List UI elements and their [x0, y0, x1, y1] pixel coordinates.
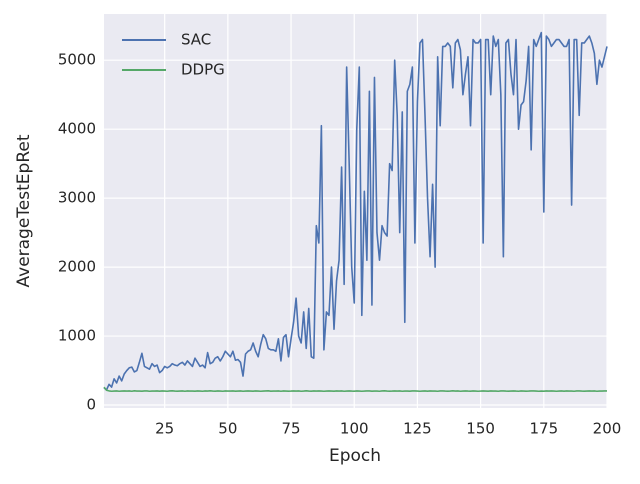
y-tick-label: 2000 — [58, 258, 96, 276]
x-tick-label: 175 — [529, 420, 558, 438]
x-axis-label: Epoch — [329, 446, 381, 466]
y-tick-label: 1000 — [58, 327, 96, 345]
y-tick-label: 3000 — [58, 189, 96, 207]
x-tick-label: 25 — [155, 420, 174, 438]
y-tick-label: 0 — [86, 396, 96, 414]
line — [103, 31, 608, 391]
x-tick-label: 100 — [340, 420, 369, 438]
y-tick-label: 4000 — [58, 120, 96, 138]
x-tick-label: 75 — [281, 420, 300, 438]
legend-label: DDPG — [181, 61, 225, 79]
line — [103, 386, 608, 393]
y-tick-label: 5000 — [58, 51, 96, 69]
legend-label: SAC — [181, 31, 211, 49]
x-tick-label: 200 — [593, 420, 622, 438]
x-tick-label: 50 — [218, 420, 237, 438]
x-tick-label: 125 — [403, 420, 432, 438]
y-axis-label: AverageTestEpRet — [14, 134, 34, 287]
x-tick-label: 150 — [466, 420, 495, 438]
